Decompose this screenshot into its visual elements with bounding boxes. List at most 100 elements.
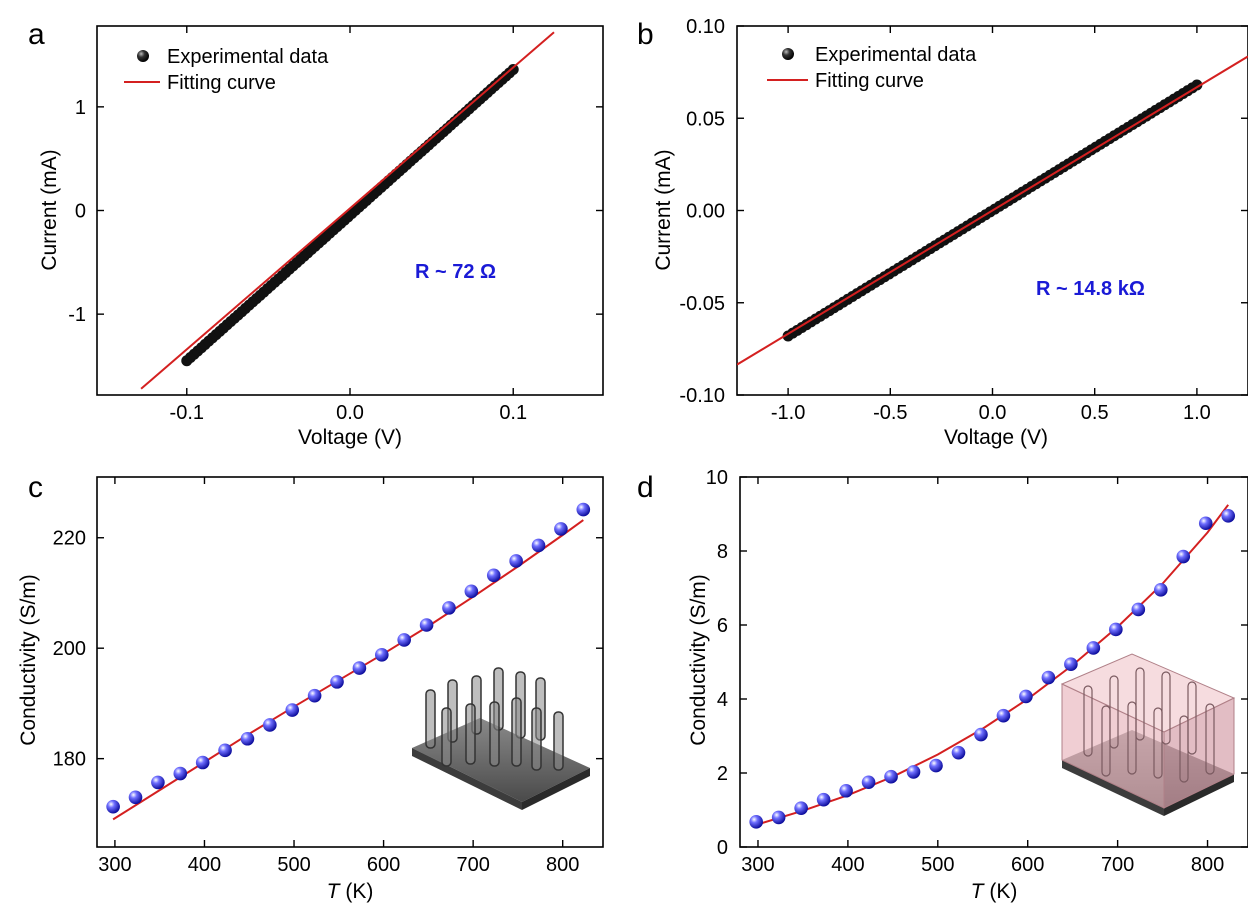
conductivity-data-point xyxy=(1019,689,1033,704)
x-tick-label: 700 xyxy=(456,854,489,876)
x-axis-symbol-c: T xyxy=(327,880,342,903)
x-tick-label: 0.0 xyxy=(979,402,1007,424)
y-tick-label: 2 xyxy=(717,763,728,785)
inset-tubes xyxy=(1083,667,1215,783)
conductivity-data-point xyxy=(951,745,966,760)
conductivity-data-point xyxy=(509,554,523,568)
x-axis-label-d: T (K) xyxy=(971,880,1018,903)
legend-fitting-label: Fitting curve xyxy=(167,72,276,94)
conductivity-data-point xyxy=(352,661,367,675)
x-axis-label-c: T (K) xyxy=(327,880,374,903)
conductivity-data-point xyxy=(442,601,456,615)
x-tick-label: 0.0 xyxy=(336,402,364,424)
panel-d: d 300 400 500 600 700 800 0 2 4 6 8 10 T (K) xyxy=(637,467,1248,903)
y-tick-label: 10 xyxy=(706,467,728,489)
legend-experimental-marker xyxy=(137,50,149,62)
x-tick-label: 600 xyxy=(1011,854,1044,876)
conductivity-data-point xyxy=(974,727,988,742)
conductivity-data-point xyxy=(771,810,786,825)
x-tick-label: 500 xyxy=(921,854,954,876)
legend-experimental-label: Experimental data xyxy=(167,46,329,68)
conductivity-data-point xyxy=(330,675,344,689)
x-tick-label: 400 xyxy=(188,854,221,876)
conductivity-data-point xyxy=(1109,622,1123,637)
conductivity-data-point xyxy=(307,688,322,703)
conductivity-data-point xyxy=(173,766,188,781)
inset-substrate-side xyxy=(1164,774,1234,816)
y-tick-label: -0.10 xyxy=(679,385,725,407)
conductivity-data-point xyxy=(1221,509,1236,523)
x-tick-label: 0.1 xyxy=(499,402,527,424)
conductivity-data-point xyxy=(839,783,853,798)
x-tick-label: 700 xyxy=(1101,854,1134,876)
x-axis-symbol-d: T xyxy=(971,880,986,903)
conductivity-data-point xyxy=(464,584,479,599)
plot-frame xyxy=(96,476,604,848)
y-axis-label-b: Current (mA) xyxy=(652,149,675,270)
y-axis-label-a: Current (mA) xyxy=(38,149,61,270)
experimental-data-point xyxy=(507,64,519,76)
conductivity-data-point xyxy=(151,775,165,790)
panel-d-plot-area: 300 400 500 600 700 800 0 2 4 6 8 10 xyxy=(706,467,1248,876)
y-tick-label: 200 xyxy=(53,638,86,660)
resistance-annotation-a: R ~ 72 Ω xyxy=(415,261,496,283)
x-tick-label: -0.5 xyxy=(873,402,907,424)
resistance-annotation-b: R ~ 14.8 kΩ xyxy=(1036,278,1145,300)
conductivity-data-point xyxy=(1153,583,1168,597)
conductivity-data-point xyxy=(374,648,389,662)
x-tick-label: 300 xyxy=(98,854,131,876)
conductivity-data-point xyxy=(486,568,501,583)
x-tick-label: 600 xyxy=(367,854,400,876)
x-tick-label: 800 xyxy=(546,854,579,876)
conductivity-data-point xyxy=(195,755,210,770)
y-tick-label: 8 xyxy=(717,541,728,563)
conductivity-data-point xyxy=(861,775,876,790)
y-tick-label: 1 xyxy=(75,97,86,119)
x-axis-label-a: Voltage (V) xyxy=(298,426,402,449)
panel-b-plot-area: -1.0 -0.5 0.0 0.5 1.0 -0.10 -0.05 0.00 0.05 0.10 xyxy=(679,16,1248,424)
x-axis-unit-c: (K) xyxy=(340,880,374,903)
y-tick-label: 220 xyxy=(53,528,86,550)
y-tick-label: -1 xyxy=(68,304,86,326)
x-axis-unit-d: (K) xyxy=(984,880,1018,903)
y-tick-label: 180 xyxy=(53,749,86,771)
x-tick-label: 0.5 xyxy=(1081,402,1109,424)
conductivity-data-point xyxy=(263,718,277,732)
conductivity-data-point xyxy=(218,743,232,758)
y-tick-label: 0.05 xyxy=(686,108,725,130)
conductivity-data-point xyxy=(1131,602,1146,617)
conductivity-data-point xyxy=(1176,549,1191,564)
y-axis-label-d: Conductivity (S/m) xyxy=(687,574,710,746)
legend-experimental-label: Experimental data xyxy=(815,44,977,66)
panel-b-legend: Experimental data Fitting curve xyxy=(767,44,977,92)
conductivity-data-series xyxy=(106,502,591,814)
panel-letter-d: d xyxy=(637,471,654,504)
fitting-curve xyxy=(737,55,1248,366)
x-axis-label-b: Voltage (V) xyxy=(944,426,1048,449)
conductivity-data-point xyxy=(531,538,546,553)
inset-tubes xyxy=(425,667,564,771)
x-tick-label: 800 xyxy=(1191,854,1224,876)
conductivity-data-point xyxy=(576,502,591,517)
panel-a-legend: Experimental data Fitting curve xyxy=(124,46,329,94)
conductivity-data-point xyxy=(419,618,434,632)
plot-frame xyxy=(739,476,1248,848)
plot-clip-group xyxy=(140,31,555,390)
conductivity-data-point xyxy=(794,801,808,815)
fitting-curve xyxy=(140,31,555,390)
nanotube-array-inset xyxy=(412,667,590,810)
conductivity-data-point xyxy=(749,815,763,829)
x-tick-label: 400 xyxy=(831,854,864,876)
conductivity-data-point xyxy=(554,522,568,536)
inset-matrix-top xyxy=(1060,653,1236,733)
conductivity-data-point xyxy=(1064,657,1078,672)
conductivity-data-series xyxy=(749,509,1236,829)
panel-b: b -1.0 -0.5 0.0 0.5 1.0 -0.10 -0.05 0.00 0.05 0.1… xyxy=(637,16,1248,449)
nanotube-composite-inset xyxy=(1060,653,1236,816)
legend-fitting-label: Fitting curve xyxy=(815,70,924,92)
x-tick-label: 300 xyxy=(741,854,774,876)
inset-substrate-side xyxy=(522,768,590,810)
x-tick-label: -1.0 xyxy=(771,402,805,424)
conductivity-data-point xyxy=(1086,641,1101,655)
